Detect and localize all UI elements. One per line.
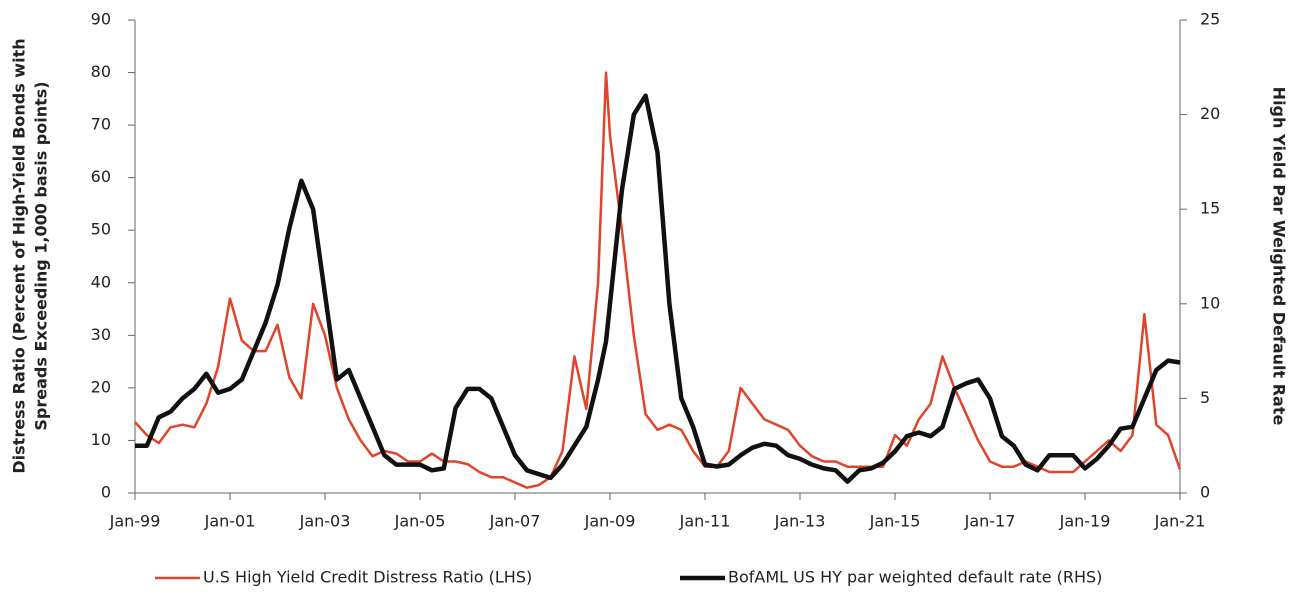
y2-tick-label: 20 xyxy=(1200,104,1220,123)
y-tick-label: 50 xyxy=(91,220,111,239)
y-tick-label: 20 xyxy=(91,377,111,396)
x-tick-label: Jan-21 xyxy=(1154,512,1206,531)
y2-tick-label: 5 xyxy=(1200,388,1210,407)
y-tick-label: 40 xyxy=(91,272,111,291)
legend-label: U.S High Yield Credit Distress Ratio (LH… xyxy=(203,568,532,587)
x-tick-label: Jan-15 xyxy=(869,512,921,531)
x-tick-label: Jan-99 xyxy=(109,512,161,531)
x-tick-label: Jan-11 xyxy=(679,512,731,531)
y2-tick-label: 0 xyxy=(1200,483,1210,502)
y-tick-label: 90 xyxy=(91,10,111,29)
y2-tick-label: 15 xyxy=(1200,199,1220,218)
y2-tick-label: 25 xyxy=(1200,10,1220,29)
x-tick-label: Jan-07 xyxy=(489,512,541,531)
x-tick-label: Jan-17 xyxy=(964,512,1016,531)
y-tick-label: 60 xyxy=(91,167,111,186)
y2-tick-label: 10 xyxy=(1200,293,1220,312)
y-tick-label: 10 xyxy=(91,430,111,449)
legend-label: BofAML US HY par weighted default rate (… xyxy=(728,568,1102,587)
y2-axis-title: High Yield Par Weighted Default Rate xyxy=(1270,87,1289,426)
x-tick-label: Jan-05 xyxy=(394,512,446,531)
y-tick-label: 30 xyxy=(91,325,111,344)
x-tick-label: Jan-09 xyxy=(584,512,636,531)
y-tick-label: 70 xyxy=(91,115,111,134)
series-line xyxy=(134,71,1182,489)
x-tick-label: Jan-01 xyxy=(204,512,256,531)
x-tick-label: Jan-19 xyxy=(1059,512,1111,531)
y-axis-title: Spreads Exceeding 1,000 basis points) xyxy=(32,81,51,430)
x-tick-label: Jan-13 xyxy=(774,512,826,531)
y-tick-label: 0 xyxy=(101,483,111,502)
y-axis-title: Distress Ratio (Percent of High-Yield Bo… xyxy=(10,38,29,473)
y-tick-label: 80 xyxy=(91,62,111,81)
series-line xyxy=(135,93,1181,484)
x-tick-label: Jan-03 xyxy=(299,512,351,531)
